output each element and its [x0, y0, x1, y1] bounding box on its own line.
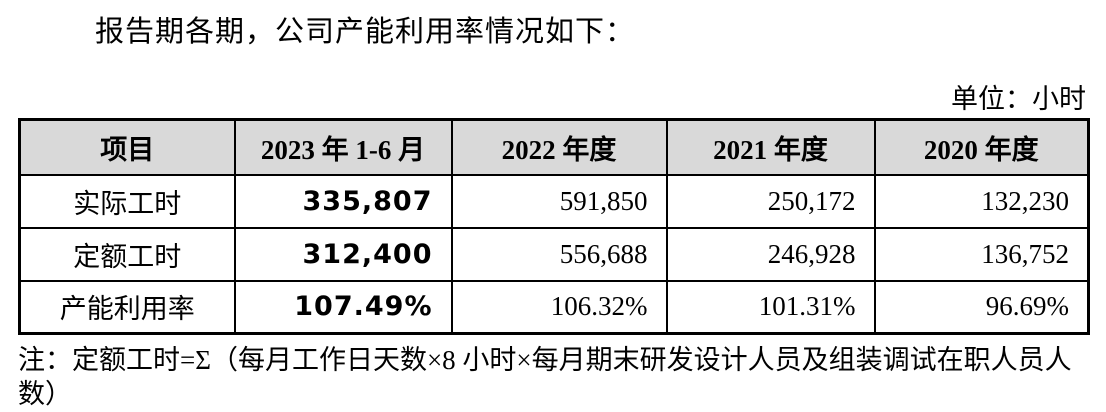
cell-quota-hours-2023h1: 312,400: [233, 226, 453, 282]
column-header-2022: 2022 年度: [450, 118, 668, 176]
row-label-actual-hours: 实际工时: [18, 173, 236, 229]
footnote: 注：定额工时=Σ（每月工作日天数×8 小时×每月期末研发设计人员及组装调试在职人…: [18, 345, 1072, 409]
cell-quota-hours-2022: 556,688: [450, 226, 668, 282]
cell-actual-hours-2022: 591,850: [450, 173, 668, 229]
column-header-item: 项目: [18, 118, 236, 176]
cell-utilization-rate-2023h1: 107.49%: [233, 279, 453, 335]
row-label-utilization-rate: 产能利用率: [18, 279, 236, 335]
table-header-row: 项目 2023 年 1-6 月 2022 年度 2021 年度 2020 年度: [18, 118, 1090, 176]
cell-actual-hours-2021: 250,172: [665, 173, 876, 229]
intro-paragraph: 报告期各期，公司产能利用率情况如下：: [95, 16, 636, 48]
cell-actual-hours-2020: 132,230: [873, 173, 1090, 229]
cell-utilization-rate-2021: 101.31%: [665, 279, 876, 335]
cell-utilization-rate-2022: 106.32%: [450, 279, 668, 335]
column-header-2020: 2020 年度: [873, 118, 1090, 176]
table-row-utilization-rate: 产能利用率 107.49% 106.32% 101.31% 96.69%: [18, 279, 1090, 335]
cell-quota-hours-2021: 246,928: [665, 226, 876, 282]
row-label-quota-hours: 定额工时: [18, 226, 236, 282]
column-header-2023h1: 2023 年 1-6 月: [233, 118, 453, 176]
table-row-quota-hours: 定额工时 312,400 556,688 246,928 136,752: [18, 226, 1090, 282]
table-row-actual-hours: 实际工时 335,807 591,850 250,172 132,230: [18, 173, 1090, 229]
cell-quota-hours-2020: 136,752: [873, 226, 1090, 282]
document-page: 报告期各期，公司产能利用率情况如下： 单位：小时 项目 2023 年 1-6 月…: [0, 13, 1106, 412]
unit-label: 单位：小时: [951, 84, 1086, 114]
cell-utilization-rate-2020: 96.69%: [873, 279, 1090, 335]
cell-actual-hours-2023h1: 335,807: [233, 173, 453, 229]
capacity-utilization-table: 项目 2023 年 1-6 月 2022 年度 2021 年度 2020 年度 …: [18, 118, 1090, 335]
column-header-2021: 2021 年度: [665, 118, 876, 176]
